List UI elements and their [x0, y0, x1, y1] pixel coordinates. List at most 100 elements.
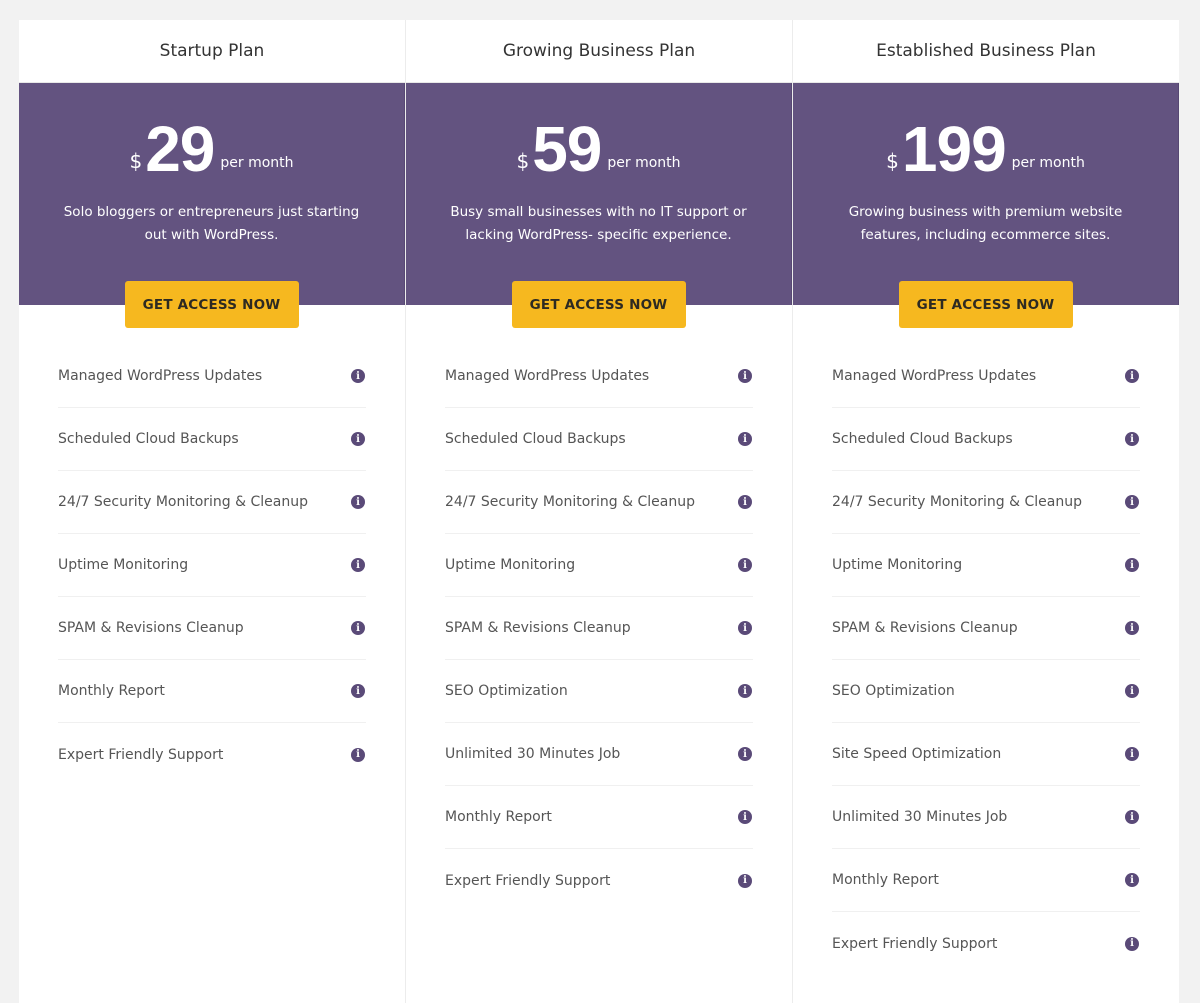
plan-description: Busy small businesses with no IT support… [450, 204, 747, 243]
feature-label: SPAM & Revisions Cleanup [445, 620, 631, 636]
info-icon[interactable]: i [351, 558, 365, 572]
info-icon[interactable]: i [738, 621, 752, 635]
get-access-button[interactable]: GET ACCESS NOW [511, 281, 686, 328]
feature-label: SPAM & Revisions Cleanup [832, 620, 1018, 636]
feature-row: SEO Optimization i [445, 660, 753, 723]
info-icon[interactable]: i [1125, 747, 1139, 761]
info-icon[interactable]: i [1125, 495, 1139, 509]
feature-label: Scheduled Cloud Backups [58, 431, 239, 447]
feature-row: Uptime Monitoring i [58, 534, 366, 597]
price: $ 29 per month [19, 83, 404, 181]
currency-symbol: $ [516, 149, 530, 173]
feature-row: Uptime Monitoring i [832, 534, 1140, 597]
info-icon[interactable]: i [351, 621, 365, 635]
feature-row: Monthly Report i [832, 849, 1140, 912]
feature-row: SEO Optimization i [832, 660, 1140, 723]
feature-row: 24/7 Security Monitoring & Cleanup i [445, 471, 753, 534]
info-icon[interactable]: i [738, 873, 752, 888]
feature-label: Monthly Report [445, 809, 552, 825]
info-icon[interactable]: i [1125, 873, 1139, 887]
feature-row: Scheduled Cloud Backups i [58, 408, 366, 471]
info-icon[interactable]: i [1125, 810, 1139, 824]
currency-symbol: $ [129, 149, 143, 173]
feature-row: Unlimited 30 Minutes Job i [445, 723, 753, 786]
info-icon[interactable]: i [738, 810, 752, 824]
feature-row: Managed WordPress Updates i [58, 345, 366, 408]
info-icon[interactable]: i [351, 432, 365, 446]
info-icon[interactable]: i [1125, 432, 1139, 446]
feature-row: Uptime Monitoring i [445, 534, 753, 597]
feature-label: Uptime Monitoring [445, 557, 576, 573]
info-icon[interactable]: i [1125, 684, 1139, 698]
feature-label: SEO Optimization [445, 683, 568, 699]
price: $ 59 per month [406, 83, 791, 185]
feature-list: Managed WordPress Updates i Scheduled Cl… [832, 345, 1140, 975]
feature-row: SPAM & Revisions Cleanup i [58, 597, 366, 660]
feature-row: SPAM & Revisions Cleanup i [832, 597, 1140, 660]
info-icon[interactable]: i [1125, 369, 1139, 383]
info-icon[interactable]: i [738, 558, 752, 572]
pricing-table: Startup Plan $ 29 per month Solo blogger… [19, 20, 1179, 1003]
feature-row: 24/7 Security Monitoring & Cleanup i [58, 471, 366, 534]
info-icon[interactable]: i [1125, 621, 1139, 635]
plan-description: Solo bloggers or entrepreneurs just star… [63, 204, 360, 243]
feature-row: Scheduled Cloud Backups i [832, 408, 1140, 471]
feature-label: Managed WordPress Updates [832, 368, 1037, 384]
feature-label: 24/7 Security Monitoring & Cleanup [58, 494, 309, 510]
plan-price-band: $ 59 per month Busy small businesses wit… [406, 83, 792, 328]
feature-row: Monthly Report i [445, 786, 753, 849]
feature-label: Expert Friendly Support [832, 935, 998, 952]
feature-label: Scheduled Cloud Backups [832, 431, 1013, 447]
price-amount: 59 [532, 113, 602, 185]
info-icon[interactable]: i [738, 495, 752, 509]
info-icon[interactable]: i [738, 747, 752, 761]
plan-price-band: $ 29 per month Solo bloggers or entrepre… [19, 83, 405, 328]
feature-label: Expert Friendly Support [445, 872, 611, 889]
info-icon[interactable]: i [738, 432, 752, 446]
feature-row: SPAM & Revisions Cleanup i [445, 597, 753, 660]
info-icon[interactable]: i [1125, 936, 1139, 951]
feature-label: Monthly Report [58, 683, 165, 699]
price-amount: 199 [901, 113, 1007, 185]
feature-row: 24/7 Security Monitoring & Cleanup i [832, 471, 1140, 534]
currency-symbol: $ [886, 149, 899, 173]
feature-label: Managed WordPress Updates [445, 368, 650, 384]
feature-row: Site Speed Optimization i [832, 723, 1140, 786]
price: $ 199 per month [793, 83, 1178, 185]
feature-label: SEO Optimization [832, 683, 955, 699]
price-period: per month [1011, 155, 1085, 171]
info-icon[interactable]: i [351, 747, 365, 762]
price-period: per month [220, 155, 294, 171]
feature-row: Managed WordPress Updates i [445, 345, 753, 408]
feature-label: Site Speed Optimization [832, 746, 1002, 762]
info-icon[interactable]: i [351, 369, 365, 383]
feature-row: Expert Friendly Support i [58, 723, 366, 786]
feature-row: Monthly Report i [58, 660, 366, 723]
info-icon[interactable]: i [738, 684, 752, 698]
feature-label: Uptime Monitoring [58, 557, 189, 573]
feature-row: Expert Friendly Support i [445, 849, 753, 912]
plan-description: Growing business with premium website fe… [848, 204, 1123, 243]
info-icon[interactable]: i [351, 495, 365, 509]
feature-label: Monthly Report [832, 872, 939, 888]
feature-row: Expert Friendly Support i [832, 912, 1140, 975]
feature-label: SPAM & Revisions Cleanup [58, 620, 244, 636]
info-icon[interactable]: i [1125, 558, 1139, 572]
feature-row: Scheduled Cloud Backups i [445, 408, 753, 471]
get-access-button[interactable]: GET ACCESS NOW [124, 281, 299, 328]
feature-label: Managed WordPress Updates [58, 368, 263, 384]
plan-title: Startup Plan [19, 20, 405, 83]
plan-column-established: Established Business Plan $ 199 per mont… [793, 20, 1179, 1003]
info-icon[interactable]: i [738, 369, 752, 383]
info-icon[interactable]: i [351, 684, 365, 698]
plan-column-startup: Startup Plan $ 29 per month Solo blogger… [19, 20, 406, 1003]
get-access-button[interactable]: GET ACCESS NOW [898, 281, 1073, 328]
feature-row: Managed WordPress Updates i [832, 345, 1140, 408]
price-period: per month [607, 155, 681, 171]
plan-title: Growing Business Plan [406, 20, 792, 83]
feature-label: Uptime Monitoring [832, 557, 963, 573]
feature-label: Scheduled Cloud Backups [445, 431, 626, 447]
feature-list: Managed WordPress Updates i Scheduled Cl… [58, 345, 366, 786]
feature-label: Expert Friendly Support [58, 746, 224, 763]
feature-label: Unlimited 30 Minutes Job [445, 746, 621, 762]
